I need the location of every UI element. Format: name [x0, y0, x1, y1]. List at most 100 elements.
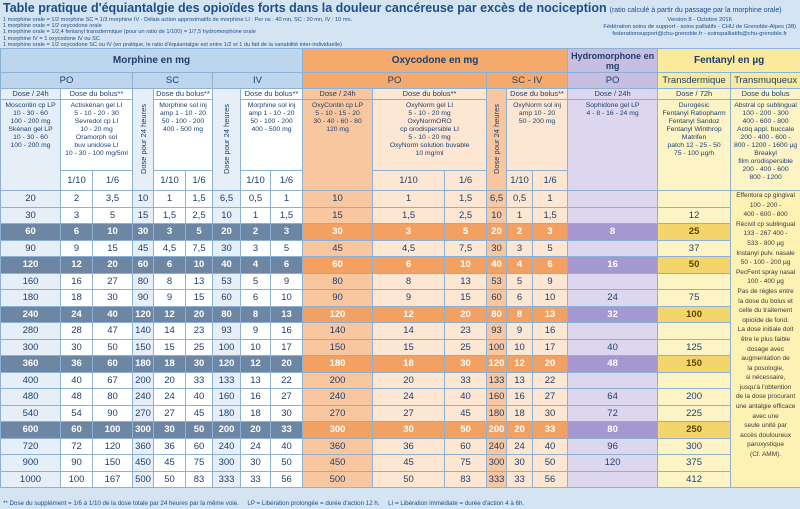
- cell: 60: [60, 421, 93, 439]
- cell: 15: [153, 338, 186, 356]
- ratio: 1/6: [444, 170, 488, 191]
- cell: 25: [444, 338, 488, 356]
- line: Version 8 - Octobre 2016: [667, 17, 732, 23]
- cell: 120: [567, 454, 659, 472]
- cell: 120: [132, 305, 154, 323]
- cell: 160: [0, 272, 61, 290]
- line: 1 morphine orale = 1/2,4 fentanyl transd…: [3, 29, 256, 36]
- cell: 60: [132, 256, 154, 274]
- line: 1 morphine IV = 1 oxycodone IV ou SC: [3, 35, 100, 42]
- cell: 37: [657, 239, 732, 257]
- line: patch 12 - 25 - 50: [667, 142, 721, 149]
- cell: 14: [153, 322, 186, 340]
- row: 20 2 3,5 10 1 1,5 6,5 0,5 1 10 1 1,5 6,5 0,5 1 Effentor…: [0, 190, 800, 488]
- cell: 40: [92, 305, 133, 323]
- cell: 75: [444, 454, 488, 472]
- cell: 20: [185, 305, 213, 323]
- cell: 15: [132, 206, 154, 224]
- cell: 56: [269, 470, 304, 488]
- group-header: Hydromorphone en mg: [567, 48, 659, 73]
- line: 4 - 8 - 16 - 24 mg: [586, 110, 639, 117]
- cell: 0,5: [240, 190, 271, 208]
- cell: 80: [212, 305, 241, 323]
- cell: 90: [302, 289, 374, 307]
- cell: 3: [60, 206, 93, 224]
- detail-heading: Dose du bolus**: [373, 90, 486, 100]
- line: 533 - 800 µg: [747, 239, 784, 247]
- cell: 30: [60, 338, 93, 356]
- cell: 12: [60, 256, 93, 274]
- route: Transdermique: [657, 72, 732, 89]
- route: PO: [567, 72, 659, 89]
- cell: 13: [185, 272, 213, 290]
- line: 10 - 30 - 100 mg/5ml: [65, 150, 128, 157]
- cell: 360: [132, 437, 154, 455]
- cell: 120: [302, 305, 374, 323]
- line: 400 - 600 - 800: [743, 211, 788, 219]
- cell: 180: [486, 404, 508, 422]
- cell: 7,5: [185, 239, 213, 257]
- cell: 40: [269, 437, 304, 455]
- ratio: 1/10: [506, 170, 534, 191]
- cell: 480: [0, 388, 61, 406]
- cell: 23: [185, 322, 213, 340]
- cell: 375: [657, 454, 732, 472]
- cell: 27: [92, 272, 133, 290]
- cell: 412: [657, 470, 732, 488]
- cell: 13: [532, 305, 569, 323]
- cell: 27: [372, 404, 446, 422]
- line: 50 - 100 - 200: [250, 118, 293, 125]
- line: 75 - 100 µg/h: [673, 150, 715, 157]
- cell: 90: [60, 454, 93, 472]
- cell: 6: [240, 289, 271, 307]
- cell: 3: [269, 223, 304, 241]
- line: 800 - 1200 - 1600 µg: [733, 142, 798, 149]
- cell: 60: [92, 355, 133, 373]
- detail: Dose pour 24 heures: [212, 88, 241, 191]
- cell: 5: [444, 223, 488, 241]
- cell: 540: [0, 404, 61, 422]
- line: buv unidose LI: [74, 142, 119, 149]
- cell: 80: [486, 305, 508, 323]
- line: dosage avec: [747, 345, 785, 353]
- cell: 12: [153, 305, 186, 323]
- row: 480 48 80 240 24 40 160 16 27 240 24 40 160 16 27 64 200: [0, 388, 800, 406]
- cell: 40: [444, 388, 488, 406]
- cell: 1000: [0, 470, 61, 488]
- cell: 60: [212, 289, 241, 307]
- cell: 30: [269, 404, 304, 422]
- cell: 8: [567, 223, 659, 241]
- cell: 240: [212, 437, 241, 455]
- cell: 24: [372, 388, 446, 406]
- cell: 45: [372, 454, 446, 472]
- cell: 13: [506, 371, 534, 389]
- line: Actiskénan gel LI: [70, 102, 123, 109]
- cell: 3: [506, 239, 534, 257]
- cell: 18: [240, 404, 271, 422]
- cell: 100: [60, 470, 93, 488]
- detail: Dose / 24h Moscontin cp LP 10 - 30 - 60 100…: [0, 88, 61, 191]
- cell: 300: [0, 338, 61, 356]
- cell: 50: [153, 470, 186, 488]
- cell: 180: [0, 289, 61, 307]
- cell: 24: [60, 305, 93, 323]
- line: être le plus faible: [741, 335, 791, 343]
- line: avec une: [752, 412, 779, 420]
- cell: 24: [153, 388, 186, 406]
- line: OxyNormORO: [407, 118, 452, 125]
- lines: OxyNorm sol inj amp 10 - 20 50 - 200 mg: [508, 102, 567, 126]
- cell: 100: [92, 421, 133, 439]
- cell: 20: [269, 355, 304, 373]
- detail: Dose du bolus** Actiskénan gel LI 5 - 10 -…: [60, 88, 133, 171]
- line: 100 - 200 - 300: [742, 110, 789, 117]
- row: 240 24 40 120 12 20 80 8 13 120 12 20 80 8 13 32 100: [0, 305, 800, 323]
- cell: 50: [444, 421, 488, 439]
- cell: 1: [269, 190, 304, 208]
- cell: 6: [153, 256, 186, 274]
- line: 1 morphine orale = 1/2 oxycodone SC ou I…: [3, 41, 342, 48]
- cell: 33: [269, 421, 304, 439]
- vertical-heading: Dose pour 24 heures: [492, 104, 502, 175]
- route: Transmuqueux: [730, 72, 800, 89]
- footer: ** Dose du supplément = 1/6 à 1/10 de la…: [3, 500, 525, 507]
- line: Récivit cp sublingual: [735, 220, 796, 228]
